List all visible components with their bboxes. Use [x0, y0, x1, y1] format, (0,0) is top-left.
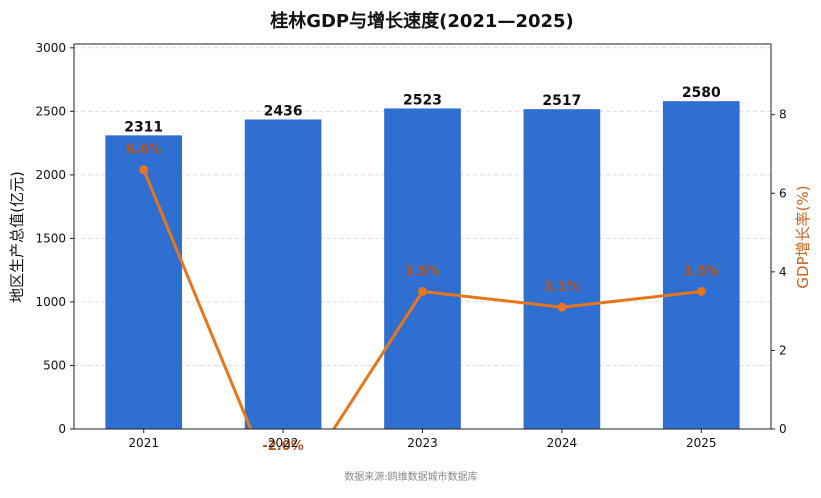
bar-value-label: 2523 — [403, 92, 442, 108]
bar-value-label: 2436 — [264, 103, 303, 119]
bar — [105, 135, 183, 429]
x-tick-label: 2025 — [686, 436, 717, 450]
y-tick-label: 3000 — [35, 41, 66, 55]
bar-value-label: 2311 — [124, 119, 163, 135]
growth-value-label: -2.0% — [262, 439, 303, 454]
y-axis-label: 地区生产总值(亿元) — [8, 171, 26, 303]
growth-value-label: 6.6% — [126, 143, 162, 158]
growth-value-label: 3.5% — [683, 265, 719, 280]
y2-tick-label: 2 — [779, 343, 787, 357]
y2-tick-label: 0 — [779, 422, 787, 436]
bar-value-label: 2580 — [682, 85, 721, 101]
y-tick-label: 1500 — [35, 231, 66, 245]
y-tick-label: 1000 — [35, 295, 66, 309]
y-tick-label: 0 — [58, 422, 66, 436]
growth-value-label: 3.5% — [404, 265, 440, 280]
y-tick-label: 500 — [43, 358, 66, 372]
y-tick-label: 2500 — [35, 104, 66, 118]
x-tick-label: 2023 — [407, 436, 438, 450]
y2-tick-label: 8 — [779, 108, 787, 122]
bar — [244, 119, 322, 429]
bar — [523, 109, 601, 429]
source-note: 数据来源:鸥维数据城市数据库 — [344, 470, 477, 483]
bar-series: 2311 2436 2523 2517 2580 — [105, 85, 740, 430]
x-tick-label: 2021 — [128, 436, 159, 450]
growth-point — [418, 287, 427, 296]
growth-value-label: 3.1% — [544, 280, 580, 295]
y-tick-label: 2000 — [35, 168, 66, 182]
y2-axis-label: GDP增长率(%) — [794, 185, 812, 288]
growth-point — [557, 302, 567, 312]
growth-point — [696, 287, 706, 296]
growth-line-series: 6.6% -2.0% 3.5% 3.1% 3.5% — [126, 143, 720, 454]
x-tick-label: 2022 — [268, 436, 299, 450]
bar — [662, 101, 740, 429]
chart-title: 桂林GDP与增长速度(2021—2025) — [269, 10, 574, 32]
bar-value-label: 2517 — [542, 93, 581, 109]
axes: 0 500 1000 1500 2000 2500 3000 0 2 4 6 8 2021 2022 202… — [35, 41, 786, 450]
y2-tick-label: 6 — [779, 186, 787, 200]
y2-tick-label: 4 — [779, 265, 787, 279]
growth-point — [139, 165, 149, 175]
x-tick-label: 2024 — [547, 436, 578, 450]
bar — [384, 108, 461, 430]
